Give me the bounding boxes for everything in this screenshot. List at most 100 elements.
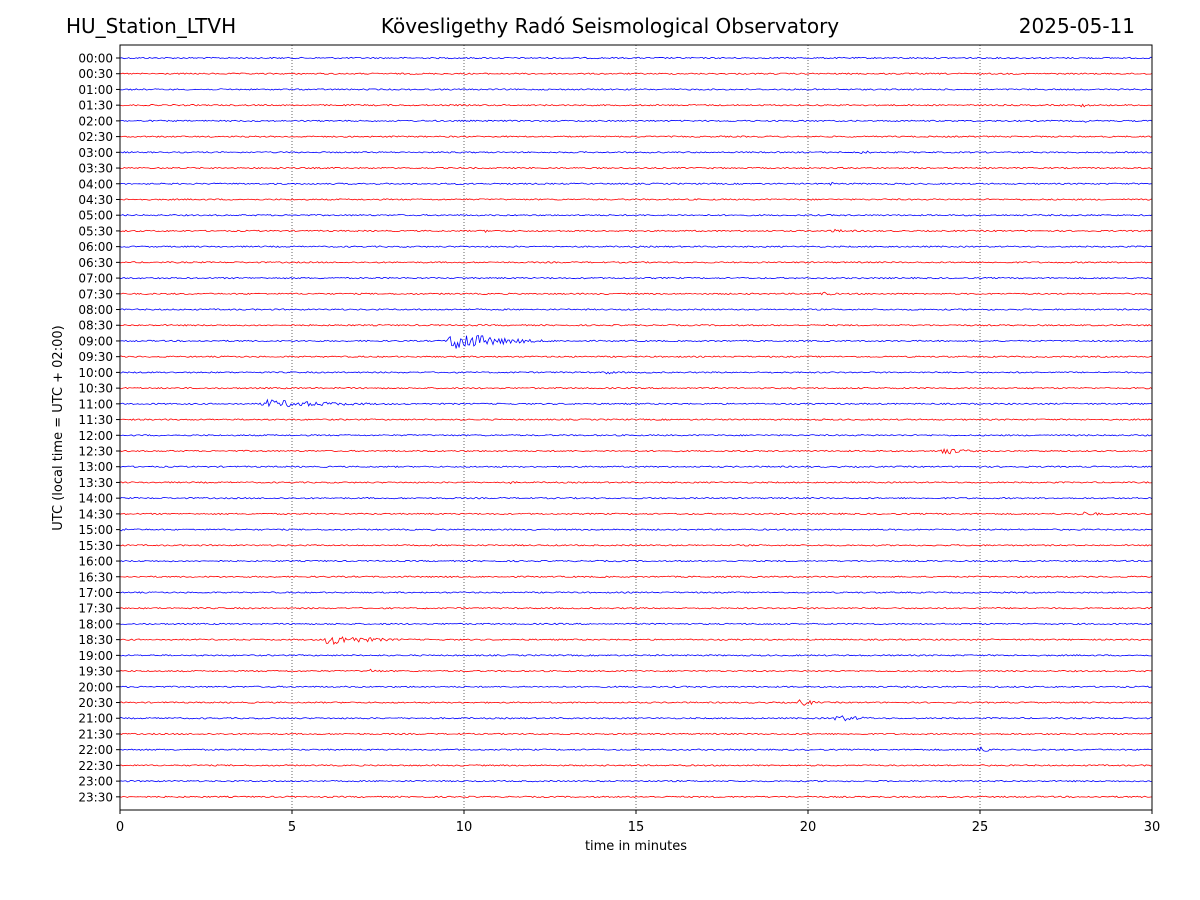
y-tick-label-2200: 22:00 — [78, 743, 113, 757]
y-tick-label-1330: 13:30 — [78, 476, 113, 490]
trace-2300 — [119, 779, 1153, 783]
y-tick-label-0730: 07:30 — [78, 287, 113, 301]
y-tick-label-0030: 00:30 — [78, 67, 113, 81]
trace-1100 — [119, 398, 1153, 408]
trace-2030 — [119, 699, 1153, 706]
seismogram-traces — [119, 56, 1153, 799]
trace-0700 — [119, 276, 1153, 280]
y-tick-label-2000: 20:00 — [78, 680, 113, 694]
record-date: 2025-05-11 — [1018, 14, 1135, 38]
x-tick-label-5: 5 — [288, 820, 296, 835]
trace-1900 — [119, 654, 1153, 657]
trace-0530 — [119, 228, 1153, 234]
trace-2000 — [119, 685, 1153, 688]
y-tick-label-0300: 03:00 — [78, 146, 113, 160]
y-tick-label-1300: 13:00 — [78, 460, 113, 474]
y-tick-label-1600: 16:00 — [78, 555, 113, 569]
trace-0130 — [119, 103, 1153, 108]
y-tick-label-1530: 15:30 — [78, 539, 113, 553]
trace-0900 — [119, 334, 1153, 349]
trace-0800 — [119, 308, 1153, 311]
trace-0000 — [119, 56, 1153, 60]
y-tick-label-1000: 10:00 — [78, 366, 113, 380]
station-name: HU_Station_LTVH — [66, 14, 237, 38]
trace-1030 — [119, 386, 1153, 390]
trace-0430 — [119, 198, 1153, 201]
y-tick-label-2330: 23:30 — [78, 790, 113, 804]
trace-0830 — [119, 324, 1153, 327]
trace-1130 — [119, 418, 1153, 421]
trace-0930 — [119, 355, 1153, 358]
y-axis-label: UTC (local time = UTC + 02:00) — [51, 325, 66, 530]
y-tick-label-0200: 02:00 — [78, 114, 113, 128]
y-tick-label-0900: 09:00 — [78, 334, 113, 348]
y-tick-label-0400: 04:00 — [78, 177, 113, 191]
y-tick-label-2300: 23:00 — [78, 775, 113, 789]
trace-0630 — [119, 261, 1153, 264]
y-tick-label-1700: 17:00 — [78, 586, 113, 600]
trace-1400 — [119, 496, 1153, 500]
y-tick-label-0430: 04:30 — [78, 193, 113, 207]
observatory-title: Kövesligethy Radó Seismological Observat… — [380, 14, 840, 38]
trace-1730 — [119, 607, 1153, 610]
y-tick-label-0800: 08:00 — [78, 303, 113, 317]
trace-2330 — [119, 795, 1153, 799]
trace-0330 — [119, 166, 1153, 170]
y-tick-label-0130: 01:30 — [78, 99, 113, 113]
time-grid — [291, 45, 981, 810]
trace-1200 — [119, 434, 1153, 437]
trace-1830 — [119, 636, 1153, 646]
y-tick-label-2230: 22:30 — [78, 759, 113, 773]
y-tick-label-0600: 06:00 — [78, 240, 113, 254]
y-tick-label-0530: 05:30 — [78, 224, 113, 238]
trace-1330 — [119, 481, 1153, 485]
y-tick-label-1130: 11:30 — [78, 413, 113, 427]
y-tick-label-2130: 21:30 — [78, 727, 113, 741]
trace-2100 — [119, 715, 1153, 722]
x-tick-label-0: 0 — [116, 820, 124, 835]
y-tick-label-0100: 01:00 — [78, 83, 113, 97]
x-tick-label-10: 10 — [456, 820, 473, 835]
y-tick-label-0830: 08:30 — [78, 319, 113, 333]
trace-2230 — [119, 764, 1153, 767]
y-tick-label-1800: 18:00 — [78, 617, 113, 631]
trace-0300 — [119, 150, 1153, 155]
y-tick-label-1730: 17:30 — [78, 602, 113, 616]
y-tick-label-2030: 20:30 — [78, 696, 113, 710]
trace-1300 — [119, 465, 1153, 468]
trace-1530 — [119, 544, 1153, 547]
trace-1430 — [119, 511, 1153, 516]
trace-0230 — [119, 135, 1153, 138]
y-tick-label-1100: 11:00 — [78, 397, 113, 411]
x-tick-label-20: 20 — [800, 820, 817, 835]
trace-1700 — [119, 591, 1153, 594]
y-tick-label-1900: 19:00 — [78, 649, 113, 663]
y-tick-label-1400: 14:00 — [78, 492, 113, 506]
trace-0100 — [119, 88, 1153, 91]
y-tick-label-2100: 21:00 — [78, 712, 113, 726]
trace-0400 — [119, 181, 1153, 186]
trace-2200 — [119, 746, 1153, 752]
y-tick-label-1930: 19:30 — [78, 665, 113, 679]
y-tick-label-1230: 12:30 — [78, 445, 113, 459]
y-tick-label-0700: 07:00 — [78, 272, 113, 286]
trace-0500 — [119, 213, 1153, 217]
x-axis-label: time in minutes — [585, 839, 687, 854]
trace-0600 — [119, 245, 1153, 248]
trace-0030 — [119, 72, 1153, 75]
y-tick-label-0230: 02:30 — [78, 130, 113, 144]
y-tick-label-1830: 18:30 — [78, 633, 113, 647]
x-tick-label-25: 25 — [972, 820, 989, 835]
trace-1800 — [119, 622, 1153, 626]
trace-1230 — [119, 448, 1153, 455]
y-tick-label-0630: 06:30 — [78, 256, 113, 270]
y-tick-label-0330: 03:30 — [78, 162, 113, 176]
trace-1600 — [119, 559, 1153, 563]
x-tick-label-30: 30 — [1144, 820, 1161, 835]
trace-1630 — [119, 575, 1153, 578]
y-tick-label-1630: 16:30 — [78, 570, 113, 584]
trace-1000 — [119, 370, 1153, 375]
trace-1930 — [119, 668, 1153, 673]
